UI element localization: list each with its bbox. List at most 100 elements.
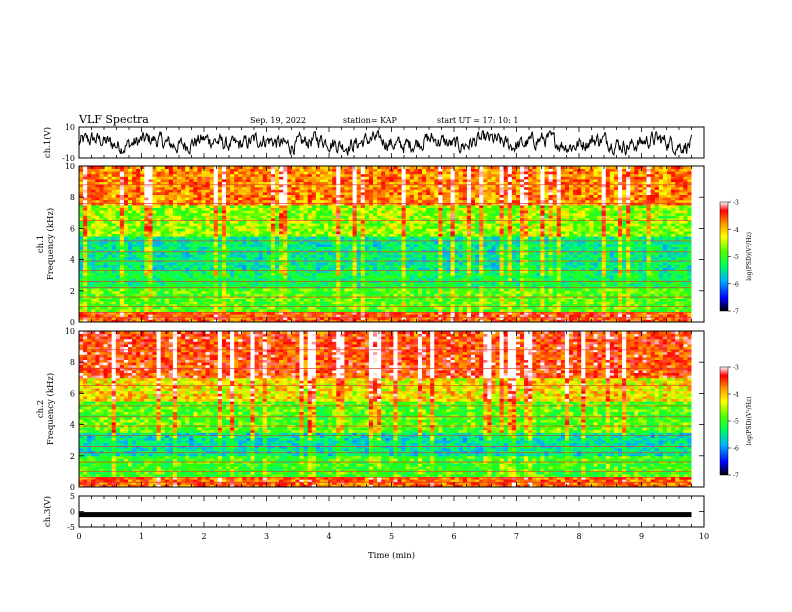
spectrogram-cell [545, 314, 549, 317]
spectrogram-cell [483, 288, 487, 291]
spectrogram-cell [622, 262, 626, 265]
spectrogram-cell [161, 301, 165, 304]
spectrogram-cell [598, 265, 602, 268]
spectrogram-cell [230, 278, 234, 281]
spectrogram-cell [226, 309, 230, 312]
spectrogram-cell [87, 280, 91, 283]
spectrogram-cell [589, 301, 593, 304]
spectrogram-cell [459, 299, 463, 302]
spectrogram-cell [206, 262, 210, 265]
spectrogram-cell [463, 309, 467, 312]
spectrogram-cell [667, 309, 671, 312]
spectrogram-cell [447, 275, 451, 278]
spectrogram-cell [553, 306, 557, 309]
spectrogram-cell [553, 278, 557, 281]
spectrogram-cell [447, 283, 451, 286]
spectrogram-cell [136, 296, 140, 299]
spectrogram-cell [275, 267, 279, 270]
spectrogram-cell [361, 283, 365, 286]
spectrogram-cell [402, 265, 406, 268]
spectrogram-cell [516, 275, 520, 278]
spectrogram-cell [144, 267, 148, 270]
spectrogram-cell [344, 283, 348, 286]
spectrogram-cell [120, 273, 124, 276]
spectrogram-cell [398, 286, 402, 289]
spectrogram-cell [312, 257, 316, 260]
spectrogram-cell [659, 280, 663, 283]
spectrogram-cell [336, 275, 340, 278]
spectrogram-cell [116, 280, 120, 283]
spectrogram-cell [108, 299, 112, 302]
spectrogram-cell [214, 257, 218, 260]
spectrogram-cell [545, 299, 549, 302]
spectrogram-cell [540, 312, 544, 315]
spectrogram-cell [353, 286, 357, 289]
spectrogram-cell [565, 286, 569, 289]
spectrogram-cell [206, 301, 210, 304]
spectrogram-cell [169, 278, 173, 281]
spectrogram-cell [410, 299, 414, 302]
spectrogram-cell [295, 262, 299, 265]
spectrogram-cell [634, 314, 638, 317]
spectrogram-cell [610, 301, 614, 304]
spectrogram-cell [402, 296, 406, 299]
spectrogram-cell [647, 275, 651, 278]
spectrogram-cell [500, 309, 504, 312]
spectrogram-cell [659, 309, 663, 312]
spectrogram-cell [300, 293, 304, 296]
spectrogram-cell [144, 283, 148, 286]
spectrogram-cell [504, 293, 508, 296]
spectrogram-cell [267, 267, 271, 270]
spectrogram-cell [451, 299, 455, 302]
spectrogram-cell [496, 265, 500, 268]
spectrogram-cell [475, 306, 479, 309]
spectrogram-cell [463, 275, 467, 278]
spectrogram-cell [79, 262, 83, 265]
spectrogram-cell [128, 306, 132, 309]
spectrogram-cell [320, 273, 324, 276]
spectrogram-cell [336, 296, 340, 299]
spectrogram-cell [540, 286, 544, 289]
spectrogram-cell [418, 299, 422, 302]
spectrogram-cell [442, 275, 446, 278]
spectrogram-cell [451, 293, 455, 296]
spectrogram-cell [577, 312, 581, 315]
spectrogram-cell [602, 267, 606, 270]
spectrogram-cell [316, 265, 320, 268]
spectrogram-cell [651, 291, 655, 294]
spectrogram-cell [271, 291, 275, 294]
spectrogram-cell [349, 273, 353, 276]
spectrogram-cell [242, 312, 246, 315]
spectrogram-cell [91, 312, 95, 315]
spectrogram-cell [283, 286, 287, 289]
spectrogram-cell [300, 283, 304, 286]
spectrogram-cell [626, 262, 630, 265]
spectrogram-cell [132, 257, 136, 260]
spectrogram-cell [447, 293, 451, 296]
spectrogram-cell [553, 283, 557, 286]
spectrogram-cell [108, 265, 112, 268]
spectrogram-cell [308, 286, 312, 289]
spectrogram-cell [295, 265, 299, 268]
spectrogram-cell [442, 267, 446, 270]
spectrogram-cell [418, 267, 422, 270]
spectrogram-cell [585, 314, 589, 317]
spectrogram-cell [577, 280, 581, 283]
spectrogram-cell [561, 314, 565, 317]
spectrogram-cell [267, 312, 271, 315]
spectrogram-cell [577, 275, 581, 278]
spectrogram-cell [291, 265, 295, 268]
spectrogram-cell [630, 314, 634, 317]
spectrogram-cell [594, 275, 598, 278]
spectrogram-cell [153, 267, 157, 270]
spectrogram-cell [242, 275, 246, 278]
spectrogram-cell [585, 291, 589, 294]
spectrogram-cell [573, 267, 577, 270]
spectrogram-cell [108, 262, 112, 265]
spectrogram-cell [434, 286, 438, 289]
spectrogram-cell [422, 280, 426, 283]
spectrogram-cell [504, 309, 508, 312]
spectrogram-cell [332, 278, 336, 281]
spectrogram-cell [577, 291, 581, 294]
spectrogram-cell [504, 267, 508, 270]
